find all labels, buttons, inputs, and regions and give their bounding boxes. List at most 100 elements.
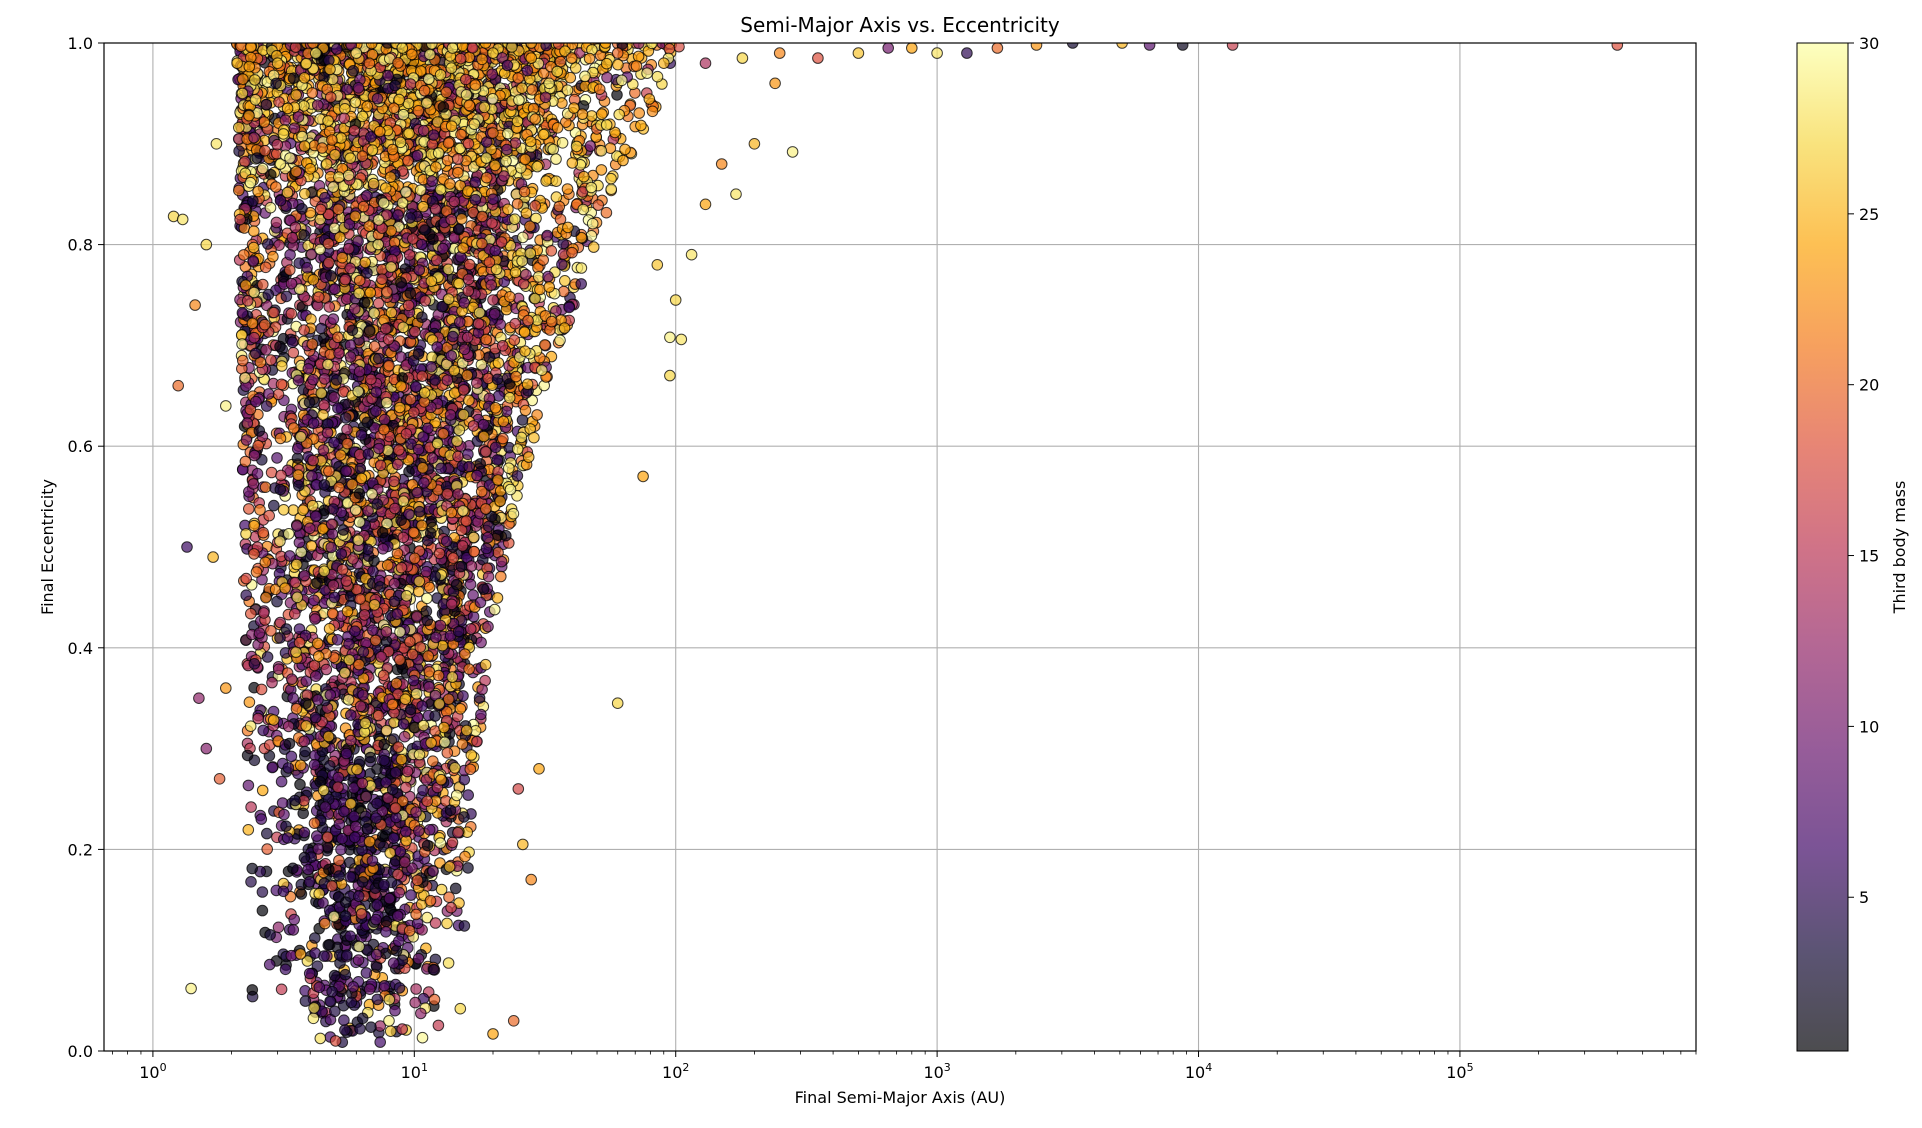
data-point xyxy=(287,346,300,359)
data-point xyxy=(384,1025,397,1037)
data-point xyxy=(246,984,259,996)
data-point xyxy=(310,670,322,683)
data-point xyxy=(458,920,471,932)
data-point xyxy=(392,868,404,881)
data-point xyxy=(429,710,441,722)
data-point xyxy=(575,262,588,274)
data-point xyxy=(383,892,396,905)
data-point xyxy=(242,824,255,836)
data-point xyxy=(429,917,442,929)
data-point xyxy=(263,958,276,971)
data-point xyxy=(265,625,277,637)
data-point xyxy=(363,983,376,996)
data-point xyxy=(556,258,568,271)
data-point xyxy=(252,712,264,725)
data-point xyxy=(442,957,455,969)
data-point xyxy=(464,578,477,591)
data-point xyxy=(471,735,483,748)
data-point xyxy=(511,198,524,210)
data-point xyxy=(467,610,480,623)
data-point xyxy=(279,963,292,976)
data-point xyxy=(307,1012,320,1025)
scatter-points xyxy=(167,43,1624,1048)
data-point xyxy=(641,67,653,79)
data-point xyxy=(308,594,320,607)
data-point xyxy=(272,921,285,934)
data-point xyxy=(463,394,475,407)
data-point xyxy=(240,528,252,540)
data-point xyxy=(427,755,439,768)
data-point xyxy=(380,724,393,737)
data-point xyxy=(388,475,400,488)
data-point xyxy=(561,84,574,96)
data-point xyxy=(455,213,468,225)
data-point xyxy=(303,876,316,888)
data-point xyxy=(254,504,266,516)
data-point xyxy=(616,74,628,87)
data-point xyxy=(458,811,470,823)
data-point xyxy=(283,528,295,540)
data-point xyxy=(569,62,582,74)
data-point xyxy=(280,290,293,303)
data-point xyxy=(553,200,566,213)
data-point xyxy=(517,231,529,244)
data-point xyxy=(416,1031,429,1044)
data-point xyxy=(297,504,309,517)
data-point xyxy=(515,431,528,444)
data-point xyxy=(255,813,268,825)
data-point xyxy=(256,904,269,917)
data-point xyxy=(457,690,469,702)
data-point xyxy=(275,983,288,996)
data-point xyxy=(233,184,245,197)
data-point xyxy=(268,499,280,512)
data-point xyxy=(388,716,400,729)
data-point xyxy=(368,554,380,567)
data-point xyxy=(349,504,362,516)
data-point xyxy=(632,50,645,63)
data-point xyxy=(299,995,312,1007)
data-point xyxy=(432,1019,445,1032)
data-point xyxy=(600,206,613,219)
data-point xyxy=(339,1024,351,1036)
data-point xyxy=(556,137,569,149)
data-point xyxy=(329,1005,341,1018)
data-point xyxy=(467,589,479,601)
data-point xyxy=(587,241,600,253)
data-point xyxy=(242,779,255,792)
data-point xyxy=(247,241,260,254)
data-point xyxy=(263,509,276,522)
data-point xyxy=(410,983,422,995)
data-point xyxy=(531,409,543,421)
data-point xyxy=(305,540,318,552)
data-point xyxy=(256,886,269,898)
data-point xyxy=(449,762,461,774)
data-point xyxy=(338,1014,350,1027)
data-point xyxy=(267,250,279,263)
data-point xyxy=(318,399,330,411)
data-point xyxy=(248,449,261,462)
data-point xyxy=(374,1036,387,1048)
data-point xyxy=(500,155,512,167)
data-point xyxy=(421,911,434,924)
data-point xyxy=(261,827,273,840)
data-point xyxy=(449,882,462,895)
data-point xyxy=(290,703,303,715)
data-point xyxy=(403,127,415,140)
data-point xyxy=(475,636,487,649)
data-point xyxy=(360,967,373,979)
data-point xyxy=(240,572,252,585)
data-point xyxy=(246,862,258,875)
data-point xyxy=(315,322,328,335)
data-point xyxy=(396,1023,409,1035)
data-point xyxy=(462,862,474,874)
data-point xyxy=(564,71,577,84)
data-point xyxy=(495,555,508,568)
data-point xyxy=(295,888,308,900)
data-point xyxy=(428,993,441,1006)
data-point xyxy=(264,201,277,214)
data-point xyxy=(274,158,287,170)
data-point xyxy=(248,519,260,532)
data-point xyxy=(260,344,272,356)
data-point xyxy=(299,745,311,758)
